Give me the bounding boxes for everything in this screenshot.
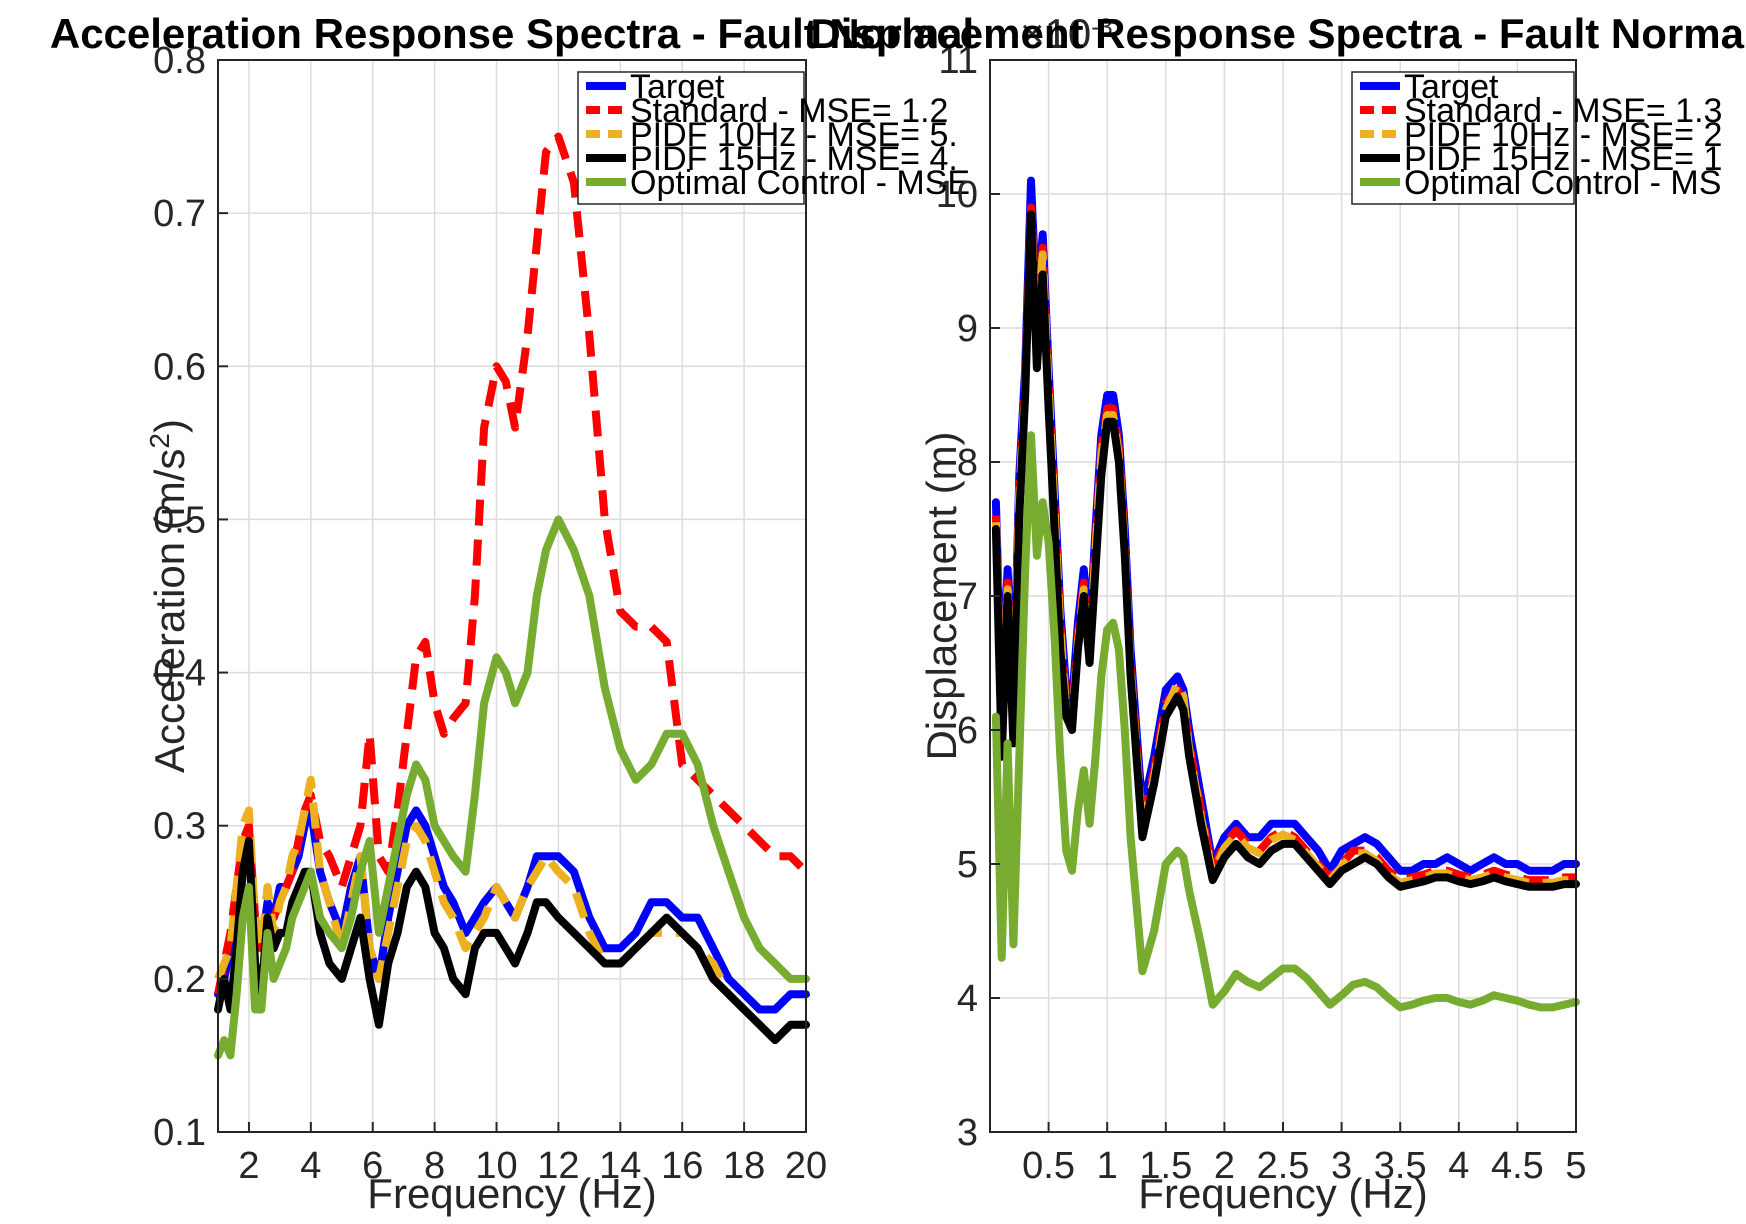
y-tick-label: 4 [957, 978, 978, 1020]
x-tick-label: 1 [1097, 1145, 1118, 1187]
series-line-4 [214, 515, 810, 1060]
legend-label: PIDF 15Hz - MSE= 1 [1404, 140, 1722, 178]
y-axis-label-main: Acceleration (m/s [146, 449, 193, 773]
series-lines [991, 176, 1580, 1012]
y-tick-label: 9 [957, 308, 978, 350]
chart-title: Displacement Response Spectra - Fault No… [810, 10, 1746, 57]
x-tick-label: 10 [475, 1145, 517, 1187]
y-axis-label: Acceleration (m/s2) [144, 419, 194, 773]
displacement-chart: 0.5 1 1.5 2 2.5 3 3.5 4 4.5 5 3 4 5 6 7 8 9 10 11 ×10-3 F… [810, 10, 1746, 1217]
x-tick-label: 14 [599, 1145, 641, 1187]
x-tick-label: 2.5 [1257, 1145, 1310, 1187]
y-tick-label: 0.1 [153, 1112, 206, 1154]
y-tick-label: 0.4 [153, 653, 206, 695]
x-tick-label: 4.5 [1491, 1145, 1544, 1187]
y-tick-label: 0.7 [153, 193, 206, 235]
x-tick-label: 8 [424, 1145, 445, 1187]
legend-label: PIDF 10Hz - MSE= 5. [630, 116, 958, 154]
series-line-3 [214, 837, 810, 1045]
series-line-4 [991, 431, 1580, 1012]
exponent-sup: -3 [1091, 14, 1112, 41]
x-tick-label: 2 [238, 1145, 259, 1187]
x-tick-label: 12 [537, 1145, 579, 1187]
y-tick-label: 0.8 [153, 40, 206, 82]
series-line-1 [214, 132, 809, 995]
y-tick-label: 0.6 [153, 346, 206, 388]
x-tick-label: 3.5 [1374, 1145, 1427, 1187]
x-tick-label: 2 [1214, 1145, 1235, 1187]
series-line-3 [991, 210, 1580, 891]
legend-label: Standard - MSE= 1.3 [1404, 92, 1722, 130]
y-tick-label: 0.5 [153, 499, 206, 541]
x-tick-labels: 2 4 6 8 10 12 14 16 18 20 [238, 1122, 827, 1187]
y-tick-label: 0.2 [153, 959, 206, 1001]
exponent-base: ×10 [1020, 10, 1091, 57]
x-tick-label: 20 [785, 1145, 827, 1187]
y-tick-label: 8 [957, 442, 978, 484]
y-tick-label: 11 [939, 40, 978, 82]
series-line-2 [214, 775, 806, 1045]
legend-label: Standard - MSE= 1.2 [630, 92, 948, 130]
y-axis-label-sup: 2 [144, 433, 175, 449]
x-tick-label: 6 [362, 1145, 383, 1187]
legend-label: Target [1404, 68, 1499, 106]
y-tick-label: 7 [957, 576, 978, 618]
x-axis-label: Frequency (Hz) [1138, 1170, 1427, 1217]
x-axis-label: Frequency (Hz) [367, 1170, 656, 1217]
axes-box [217, 59, 807, 1133]
x-tick-labels: 0.5 1 1.5 2 2.5 3 3.5 4 4.5 5 [1022, 1122, 1587, 1187]
chart-title: Acceleration Response Spectra - Fault No… [50, 10, 974, 57]
y-axis-label: Displacement (m) [918, 431, 965, 760]
x-tick-label: 16 [661, 1145, 703, 1187]
y-tick-label: 3 [957, 1112, 978, 1154]
series-lines [214, 132, 810, 1060]
x-tick-label: 5 [1565, 1145, 1586, 1187]
y-axis-label-close: ) [146, 419, 193, 433]
x-tick-label: 3 [1331, 1145, 1352, 1187]
legend-label: Target [630, 68, 725, 106]
x-tick-label: 18 [723, 1145, 765, 1187]
y-tick-labels: 3 4 5 6 7 8 9 10 11 [936, 40, 1000, 1154]
acceleration-chart: 2 4 6 8 10 12 14 16 18 20 0.10.20.30.40.50.60.70.… [50, 10, 974, 1217]
exponent-label: ×10-3 [1020, 10, 1113, 57]
y-tick-label: 10 [936, 174, 978, 216]
x-tick-label: 4 [300, 1145, 321, 1187]
legend-label: Optimal Control - MSE [630, 164, 970, 202]
x-tick-label: 1.5 [1139, 1145, 1192, 1187]
legend-label: PIDF 15Hz - MSE= 4. [630, 140, 958, 178]
x-tick-label: 0.5 [1022, 1145, 1075, 1187]
y-tick-label: 0.3 [153, 806, 206, 848]
legend-label: PIDF 10Hz - MSE= 2 [1404, 116, 1722, 154]
x-tick-label: 4 [1448, 1145, 1469, 1187]
y-tick-label: 5 [957, 844, 978, 886]
legend-label: Optimal Control - MS [1404, 164, 1721, 202]
y-tick-labels: 0.1 0.2 0.3 0.4 0.5 0.6 0.7 0.8 [153, 40, 228, 1154]
y-tick-label: 6 [957, 710, 978, 752]
